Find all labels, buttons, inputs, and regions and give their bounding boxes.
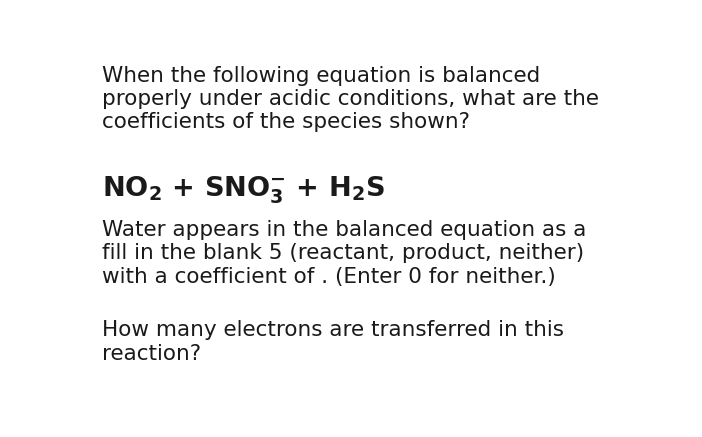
Text: properly under acidic conditions, what are the: properly under acidic conditions, what a… — [102, 90, 599, 109]
Text: with a coefficient of . (Enter 0 for neither.): with a coefficient of . (Enter 0 for nei… — [102, 267, 555, 287]
Text: coefficients of the species shown?: coefficients of the species shown? — [102, 112, 470, 132]
Text: When the following equation is balanced: When the following equation is balanced — [102, 66, 540, 86]
Text: Water appears in the balanced equation as a: Water appears in the balanced equation a… — [102, 220, 586, 240]
Text: fill in the blank 5 (reactant, product, neither): fill in the blank 5 (reactant, product, … — [102, 243, 584, 264]
Text: $\mathbf{NO_2}$$\mathbf{\, +\, SNO_3^{-}\, +\, H_2S}$: $\mathbf{NO_2}$$\mathbf{\, +\, SNO_3^{-}… — [102, 174, 385, 205]
Text: reaction?: reaction? — [102, 343, 201, 364]
Text: How many electrons are transferred in this: How many electrons are transferred in th… — [102, 320, 564, 340]
